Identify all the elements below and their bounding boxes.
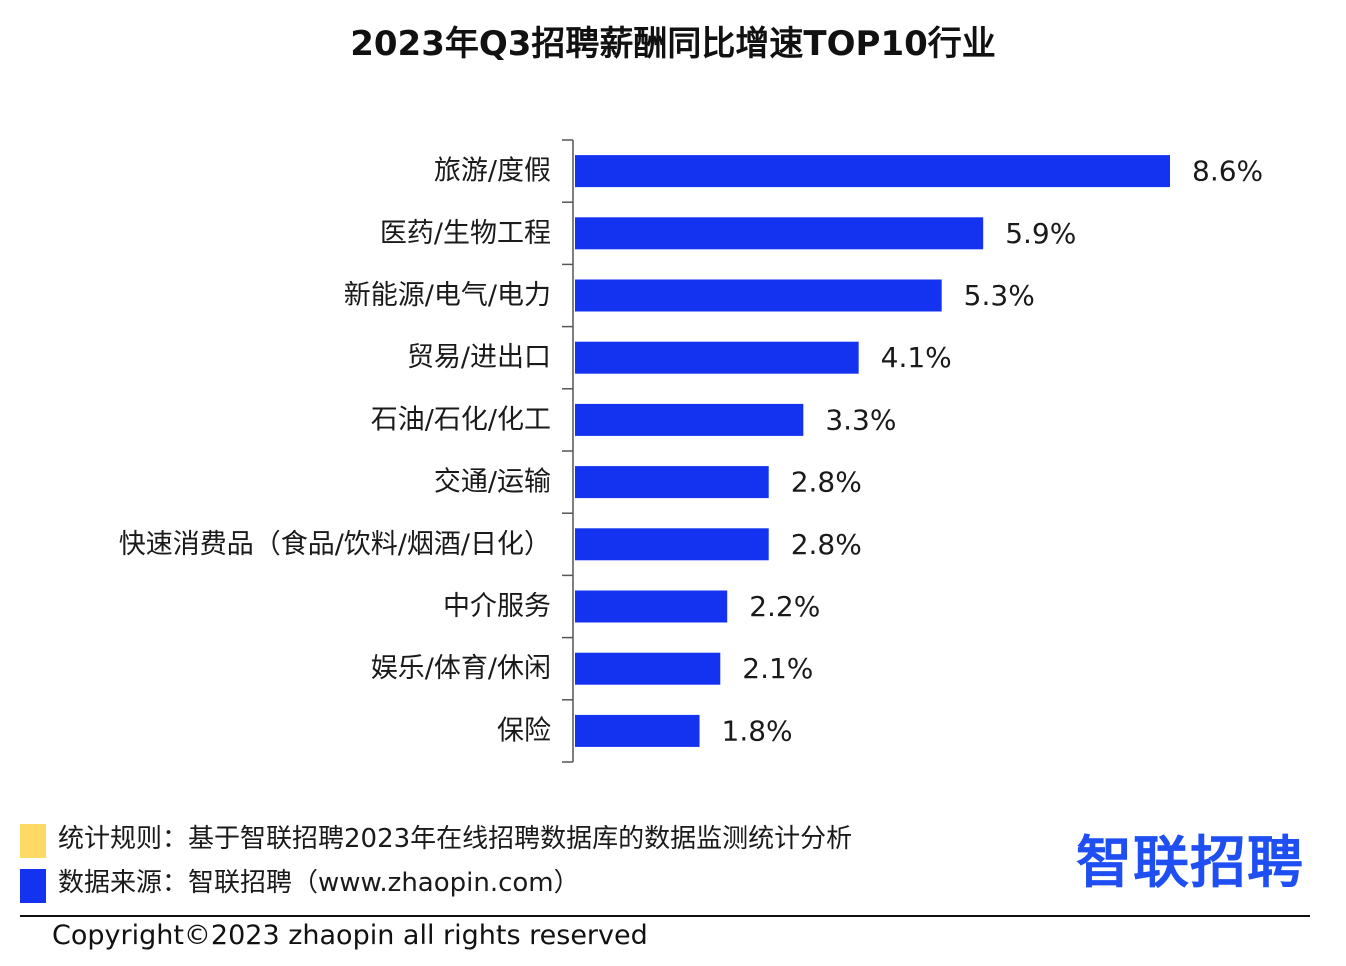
bar-chart: 旅游/度假医药/生物工程新能源/电气/电力贸易/进出口石油/石化/化工交通/运输… <box>119 139 1264 763</box>
copyright-text: Copyright©2023 zhaopin all rights reserv… <box>52 920 648 951</box>
bar <box>575 217 984 250</box>
bar <box>575 155 1170 188</box>
category-axis <box>562 139 574 763</box>
value-label: 4.1% <box>881 341 952 374</box>
category-label: 娱乐/体育/休闲 <box>371 653 551 684</box>
value-label: 5.3% <box>964 279 1035 312</box>
category-label: 交通/运输 <box>434 467 551 498</box>
data-source-note: 数据来源：智联招聘（www.zhaopin.com） <box>58 868 580 898</box>
bar <box>575 403 804 436</box>
source-swatch <box>20 869 46 903</box>
value-labels: 8.6% 5.9% 5.3% 4.1% 3.3% 2.8% 2.8% 2.2% 2.1% 1.8% <box>722 155 1264 748</box>
category-label: 贸易/进出口 <box>407 342 551 373</box>
bars <box>575 155 1170 747</box>
category-label: 快速消费品（食品/饮料/烟酒/日化） <box>119 529 551 560</box>
value-label: 2.1% <box>742 652 813 685</box>
value-label: 2.2% <box>749 590 820 623</box>
value-label: 5.9% <box>1005 217 1076 250</box>
value-label: 1.8% <box>722 714 793 747</box>
bar <box>575 466 769 499</box>
category-labels: 旅游/度假医药/生物工程新能源/电气/电力贸易/进出口石油/石化/化工交通/运输… <box>119 156 551 747</box>
bar <box>575 341 859 374</box>
value-label: 2.8% <box>791 466 862 499</box>
bar <box>575 652 721 685</box>
bar <box>575 279 942 312</box>
value-label: 3.3% <box>825 403 896 436</box>
statistics-rule-note: 统计规则：基于智联招聘2023年在线招聘数据库的数据监测统计分析 <box>58 824 853 854</box>
category-label: 新能源/电气/电力 <box>344 280 551 311</box>
category-label: 中介服务 <box>443 591 551 622</box>
bar <box>575 714 700 747</box>
bar <box>575 590 728 623</box>
zhaopin-logo: 智联招聘 <box>1076 831 1304 896</box>
value-label: 8.6% <box>1192 155 1263 188</box>
category-label: 医药/生物工程 <box>380 218 551 249</box>
chart-title: 2023年Q3招聘薪酬同比增速TOP10行业 <box>350 24 996 64</box>
footer-divider <box>20 915 1310 917</box>
category-label: 保险 <box>497 715 551 746</box>
category-label: 石油/石化/化工 <box>371 404 551 435</box>
category-label: 旅游/度假 <box>434 156 551 187</box>
value-label: 2.8% <box>791 528 862 561</box>
bar <box>575 528 769 561</box>
rule-swatch <box>20 824 46 858</box>
